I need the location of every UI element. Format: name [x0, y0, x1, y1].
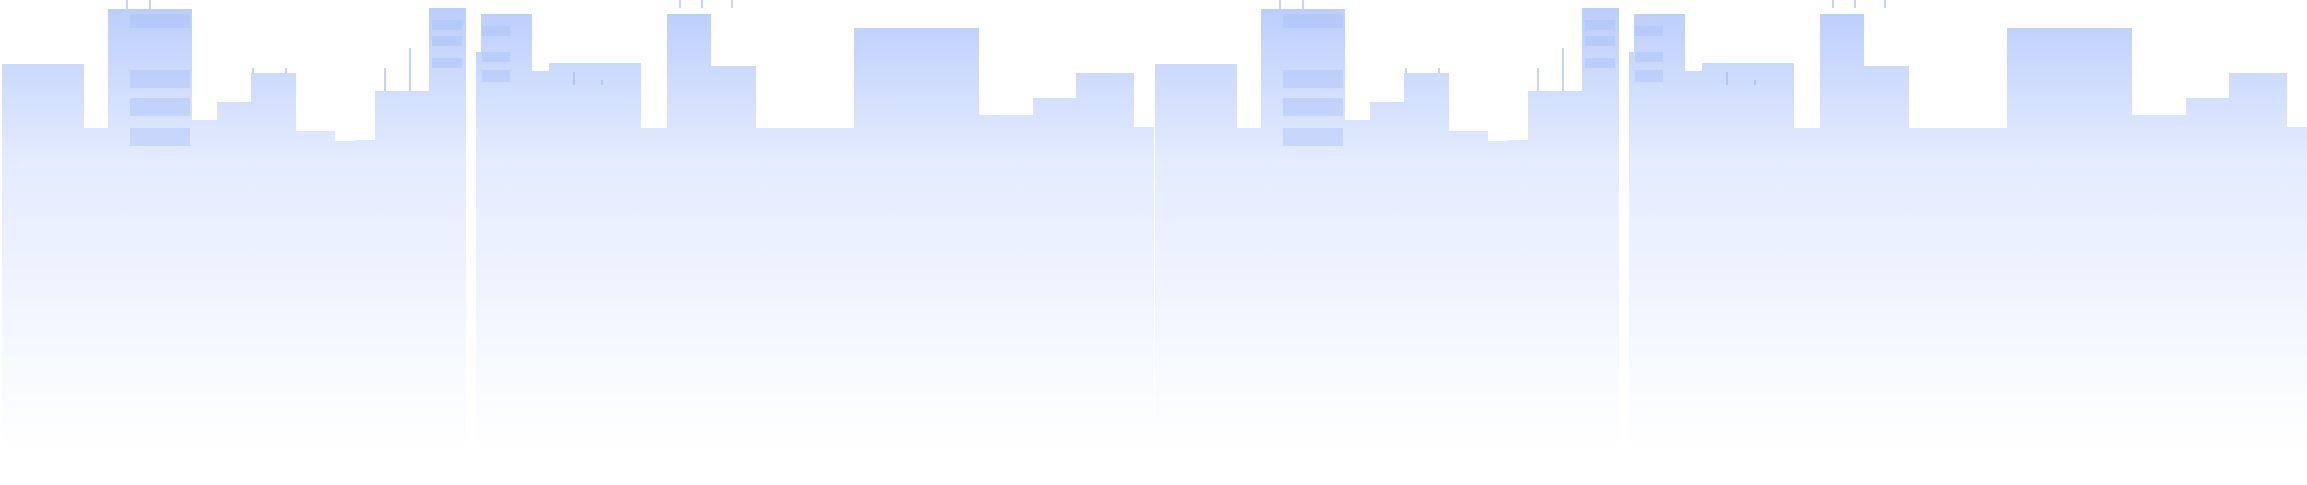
building — [2131, 115, 2187, 460]
building-window — [482, 52, 510, 62]
building-window — [1585, 36, 1615, 46]
building-window — [1585, 58, 1615, 68]
building — [1863, 66, 1909, 460]
building — [2229, 73, 2287, 460]
building — [1033, 98, 1077, 460]
building — [1634, 14, 1685, 460]
building — [83, 128, 110, 460]
building-window — [130, 98, 190, 116]
building-window — [1283, 70, 1343, 88]
building-window — [482, 26, 510, 36]
building — [710, 66, 756, 460]
building — [667, 14, 711, 460]
building-window — [130, 70, 190, 88]
building-window — [130, 14, 190, 28]
building-window — [1283, 128, 1343, 146]
building — [2286, 127, 2307, 460]
building — [1908, 128, 2008, 460]
building-window — [1635, 26, 1663, 36]
building — [1236, 128, 1263, 460]
building-window — [1585, 20, 1615, 30]
building-window — [1635, 52, 1663, 62]
building — [190, 120, 218, 460]
building — [2, 64, 84, 460]
building — [2007, 28, 2132, 460]
building-window — [432, 58, 462, 68]
building — [531, 71, 550, 460]
building-window — [1283, 14, 1343, 28]
building — [1582, 8, 1619, 460]
building — [1507, 140, 1530, 460]
building — [375, 91, 430, 460]
building — [1702, 63, 1764, 460]
building — [1076, 73, 1134, 460]
building — [476, 52, 483, 460]
building — [1487, 141, 1508, 460]
building — [217, 102, 252, 460]
building — [334, 141, 355, 460]
building-window — [1635, 70, 1663, 82]
building — [1820, 14, 1864, 460]
building — [1261, 9, 1345, 460]
skyline-segment-1 — [2, 0, 1154, 460]
building — [755, 128, 855, 460]
building — [1684, 71, 1703, 460]
building — [639, 128, 669, 460]
building — [1343, 120, 1371, 460]
building — [1155, 64, 1237, 460]
building — [549, 63, 611, 460]
building — [108, 9, 192, 460]
building — [1792, 128, 1822, 460]
building — [978, 115, 1034, 460]
building — [610, 63, 641, 460]
building — [1370, 102, 1405, 460]
building-window — [130, 128, 190, 146]
building — [295, 131, 335, 460]
building — [1448, 131, 1488, 460]
building — [1133, 127, 1154, 460]
building-window — [432, 20, 462, 30]
building — [251, 73, 296, 460]
building — [854, 28, 979, 460]
building — [2186, 98, 2230, 460]
building — [1763, 63, 1794, 460]
building-window — [1283, 98, 1343, 116]
building — [1528, 91, 1583, 460]
building — [1404, 73, 1449, 460]
skyline-segment-2 — [1155, 0, 2307, 460]
building — [1629, 52, 1636, 460]
building-window — [432, 36, 462, 46]
building — [354, 140, 377, 460]
building — [429, 8, 466, 460]
building — [481, 14, 532, 460]
building-window — [482, 70, 510, 82]
